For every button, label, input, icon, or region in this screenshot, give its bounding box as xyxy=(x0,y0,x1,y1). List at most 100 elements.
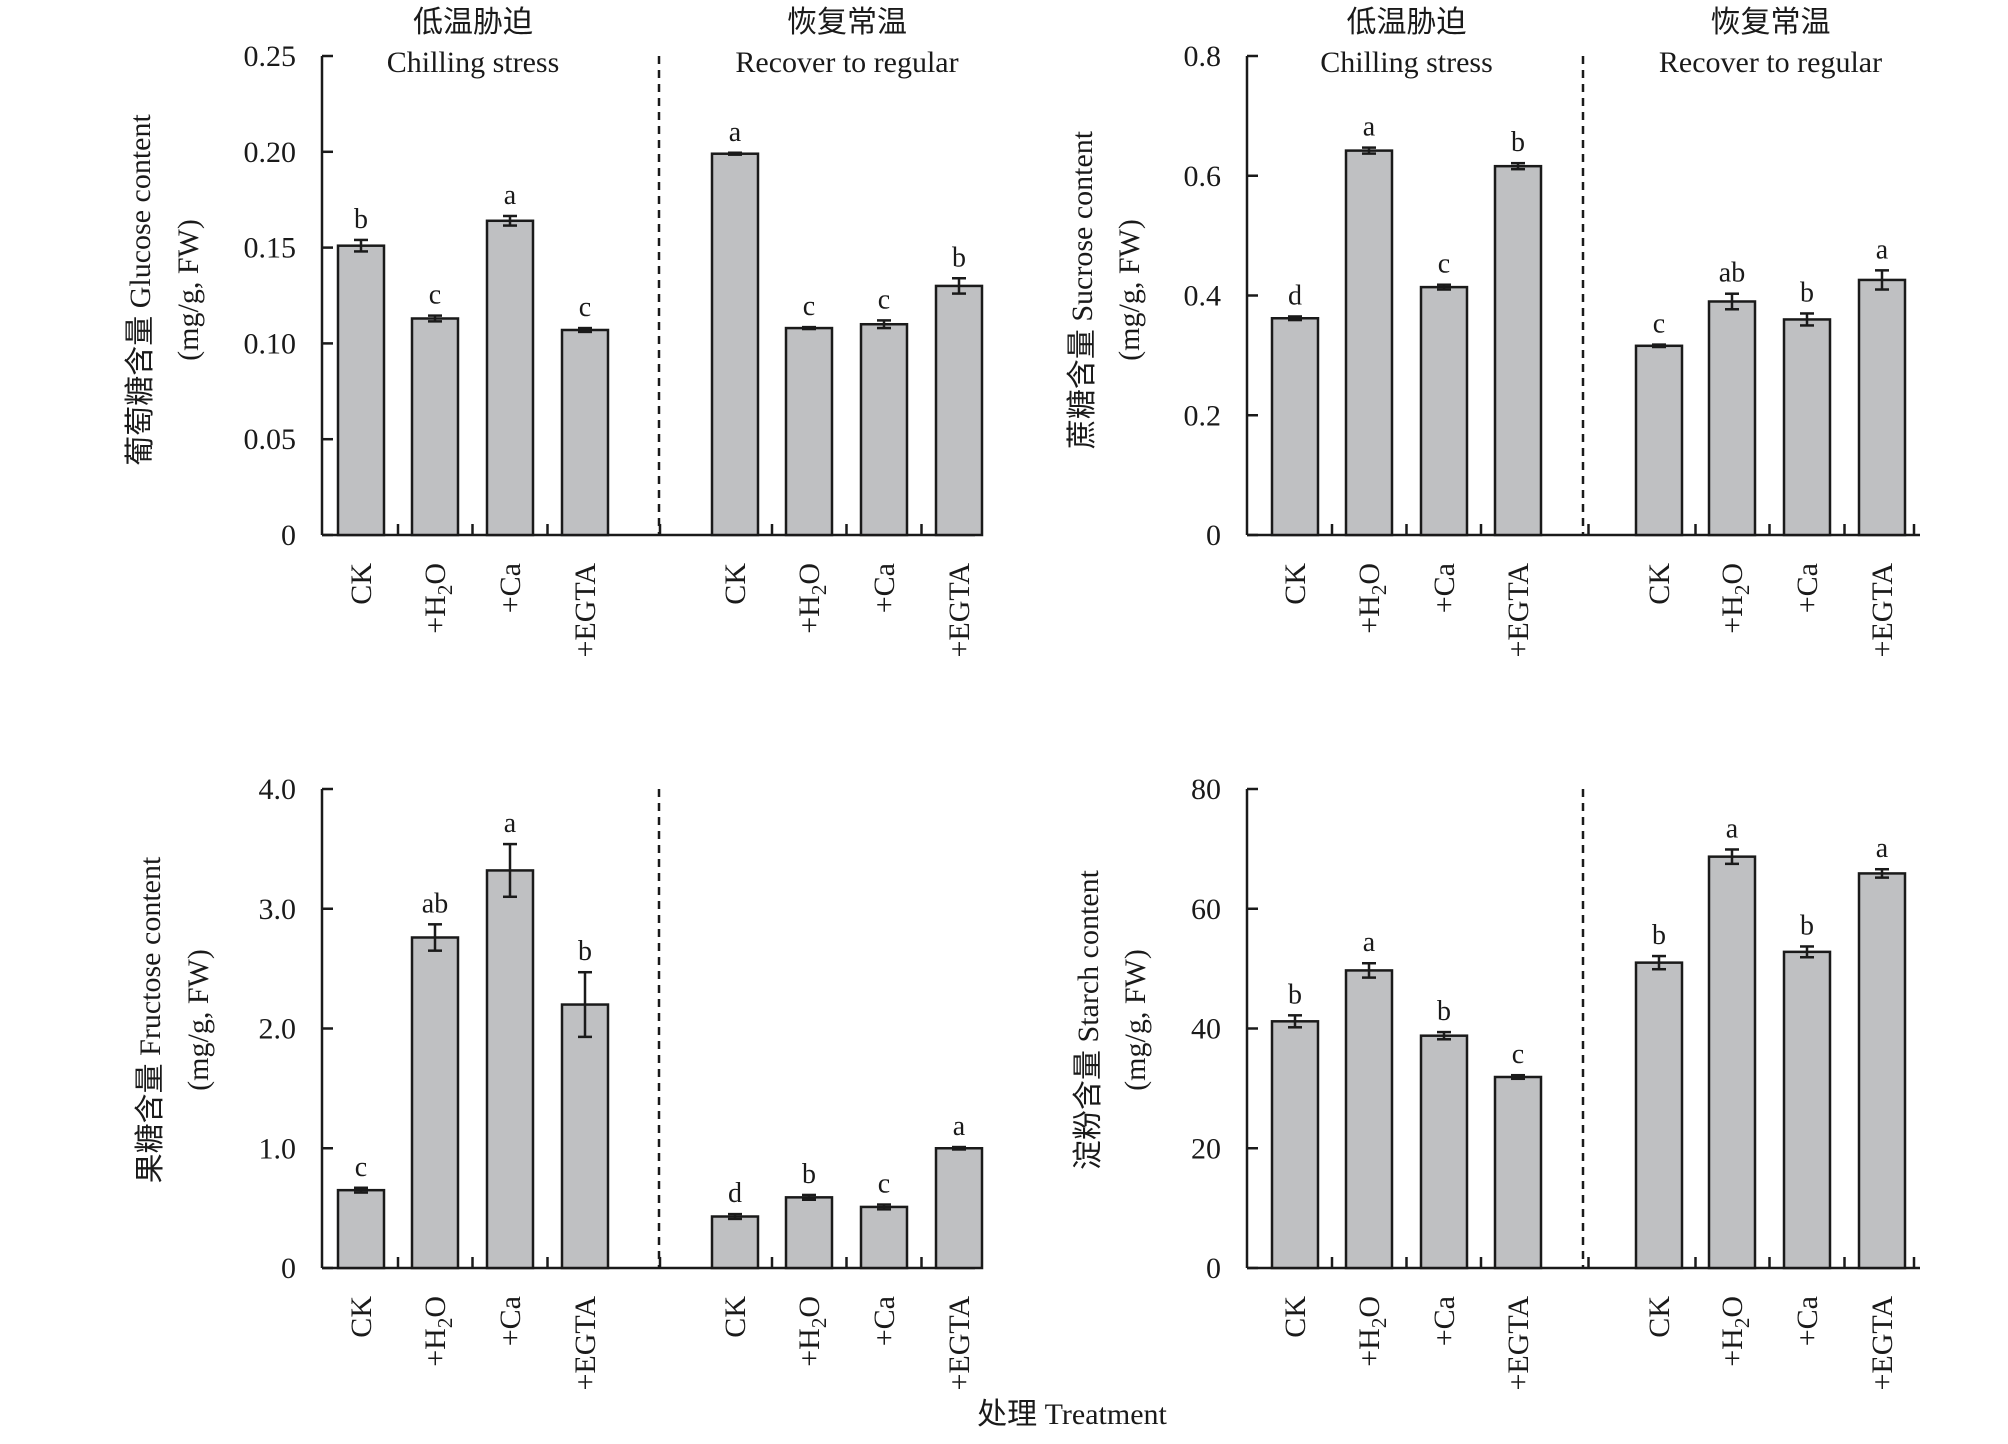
significance-letter: b xyxy=(1288,979,1302,1010)
significance-letter: c xyxy=(1438,249,1450,280)
bar xyxy=(1270,1020,1320,1270)
y-tick-label: 0 xyxy=(281,1252,296,1285)
y-tick-label: 0.2 xyxy=(1184,399,1222,432)
significance-letter: a xyxy=(953,1111,966,1142)
significance-letter: b xyxy=(1652,920,1666,951)
category-label: +EGTA xyxy=(1502,1296,1535,1391)
y-axis-unit-label: (mg/g, FW) xyxy=(1113,219,1146,361)
y-axis-unit-label: (mg/g, FW) xyxy=(182,949,215,1091)
bar xyxy=(1344,149,1394,537)
group-header-en: Recover to regular xyxy=(1659,46,1882,79)
category-label: CK xyxy=(1279,563,1312,605)
y-tick-label: 3.0 xyxy=(259,893,297,926)
category-label: +EGTA xyxy=(1866,563,1899,658)
group-header-en: Recover to regular xyxy=(735,46,958,79)
group-header-en: Chilling stress xyxy=(1320,46,1493,79)
bar xyxy=(710,1215,760,1270)
category-label: +Ca xyxy=(1791,563,1824,613)
category-label: +H2O xyxy=(793,1296,831,1367)
bar xyxy=(1493,1075,1543,1270)
y-axis-unit-label: (mg/g, FW) xyxy=(1119,949,1152,1091)
y-tick-label: 0.05 xyxy=(244,423,297,456)
category-label: CK xyxy=(1643,563,1676,605)
bar xyxy=(1493,164,1543,537)
bar xyxy=(1707,855,1757,1270)
y-tick-label: 0 xyxy=(1206,1252,1221,1285)
category-label: +EGTA xyxy=(1502,563,1535,658)
category-label: +Ca xyxy=(1791,1296,1824,1346)
significance-letter: c xyxy=(803,291,815,322)
category-label: CK xyxy=(719,1296,752,1338)
y-tick-label: 0.10 xyxy=(244,327,297,360)
significance-letter: a xyxy=(504,808,517,839)
significance-letter: c xyxy=(355,1152,367,1183)
significance-letter: a xyxy=(1876,833,1889,864)
y-axis-label: 蔗糖含量 Sucrose content xyxy=(1066,130,1099,449)
bar xyxy=(1857,278,1907,537)
y-tick-label: 0.20 xyxy=(244,136,297,169)
group-header-zh: 恢复常温 xyxy=(787,6,907,39)
bar xyxy=(1634,344,1684,537)
y-tick-label: 0.8 xyxy=(1184,40,1222,73)
bar xyxy=(410,317,460,537)
category-label: +EGTA xyxy=(943,563,976,658)
chart-panel-1: 0 0.05 0.10 0.15 0.20 0.25 低温胁迫 Chilling stress… xyxy=(124,6,984,658)
group-header-en: Chilling stress xyxy=(387,46,560,79)
category-label: +EGTA xyxy=(1866,1296,1899,1391)
category-label: +Ca xyxy=(868,1296,901,1346)
category-label: CK xyxy=(1643,1296,1676,1338)
bar xyxy=(859,1205,909,1270)
y-axis-label: 葡萄糖含量 Glucose content xyxy=(124,114,157,466)
category-label: +Ca xyxy=(868,563,901,613)
significance-letter: a xyxy=(1876,234,1889,265)
bar xyxy=(859,322,909,537)
bar xyxy=(485,869,535,1270)
significance-letter: d xyxy=(728,1178,742,1209)
bar xyxy=(1857,872,1907,1270)
bar xyxy=(560,328,610,537)
category-label: +H2O xyxy=(1716,563,1754,634)
significance-letter: b xyxy=(802,1159,816,1190)
significance-letter: b xyxy=(354,204,368,235)
significance-letter: c xyxy=(1653,309,1665,340)
bar xyxy=(1419,1034,1469,1270)
bar xyxy=(1634,961,1684,1270)
significance-letter: c xyxy=(878,1169,890,1200)
significance-letter: a xyxy=(504,180,517,211)
y-axis-unit-label: (mg/g, FW) xyxy=(172,219,205,361)
bar xyxy=(784,1196,834,1270)
y-tick-label: 0.15 xyxy=(244,232,297,265)
significance-letter: b xyxy=(1800,910,1814,941)
significance-letter: a xyxy=(729,117,742,148)
category-label: +H2O xyxy=(419,563,457,634)
chart-panel-3: 0 1.0 2.0 3.0 4.0 c CK ab +H2O a +Ca b +EGTA d CK b +H2O… xyxy=(134,773,984,1391)
bar xyxy=(1270,317,1320,537)
bar xyxy=(336,1188,386,1270)
bar xyxy=(336,244,386,537)
bar xyxy=(1344,969,1394,1270)
chart-panel-2: 0 0.2 0.4 0.6 0.8 低温胁迫 Chilling stress d CK a +H2O… xyxy=(1066,6,1920,658)
bar xyxy=(560,1003,610,1270)
bar xyxy=(934,284,984,537)
significance-letter: b xyxy=(1511,127,1525,158)
group-header-zh: 低温胁迫 xyxy=(1347,6,1467,39)
chart-panel-4: 0 20 40 60 80 b CK a +H2O b +Ca c +EGTA b CK a +H2O b +Ca a… xyxy=(1072,773,1920,1391)
significance-letter: c xyxy=(1512,1039,1524,1070)
y-tick-label: 80 xyxy=(1191,773,1221,806)
category-label: CK xyxy=(719,563,752,605)
significance-letter: a xyxy=(1726,813,1739,844)
y-tick-label: 0 xyxy=(1206,519,1221,552)
category-label: CK xyxy=(345,1296,378,1338)
significance-letter: c xyxy=(429,280,441,311)
significance-letter: d xyxy=(1288,280,1302,311)
significance-letter: a xyxy=(1363,927,1376,958)
bar xyxy=(710,152,760,537)
category-label: +Ca xyxy=(1428,1296,1461,1346)
y-tick-label: 4.0 xyxy=(259,773,297,806)
category-label: +EGTA xyxy=(569,563,602,658)
bar xyxy=(1782,950,1832,1270)
y-tick-label: 0.25 xyxy=(244,40,297,73)
category-label: +H2O xyxy=(1353,1296,1391,1367)
category-label: +EGTA xyxy=(943,1296,976,1391)
